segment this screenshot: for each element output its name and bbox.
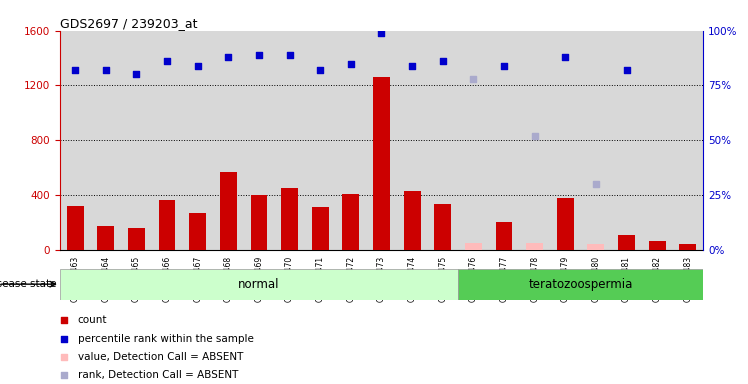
Point [314, 67, 326, 73]
Bar [618, 235, 635, 250]
Bar [251, 195, 267, 250]
Bar [557, 198, 574, 250]
Point [468, 76, 479, 82]
Bar [587, 244, 604, 250]
Bar [343, 194, 359, 250]
Bar [275, 31, 305, 250]
Bar [458, 31, 488, 250]
Point [590, 181, 602, 187]
Point [191, 63, 203, 69]
Bar [244, 31, 275, 250]
Text: disease state: disease state [0, 279, 56, 289]
Bar [672, 31, 703, 250]
Bar [91, 31, 121, 250]
Bar [121, 31, 152, 250]
Point [283, 52, 295, 58]
Bar [281, 188, 298, 250]
Bar [519, 31, 550, 250]
Bar [336, 31, 367, 250]
Point [222, 54, 234, 60]
Bar [526, 243, 543, 250]
Point [375, 30, 387, 36]
Point [437, 58, 449, 65]
Point [99, 67, 111, 73]
Bar [649, 242, 666, 250]
Point [406, 63, 418, 69]
Point [58, 336, 70, 342]
Bar [220, 172, 236, 250]
Point [529, 133, 541, 139]
Bar [427, 31, 458, 250]
Point [69, 67, 81, 73]
Bar [458, 269, 703, 300]
Bar [465, 243, 482, 250]
Point [621, 67, 633, 73]
Point [58, 317, 70, 323]
Bar [183, 31, 213, 250]
Bar [128, 228, 145, 250]
Point [560, 54, 571, 60]
Text: normal: normal [238, 278, 280, 291]
Bar [435, 204, 451, 250]
Text: percentile rank within the sample: percentile rank within the sample [78, 334, 254, 344]
Bar [213, 31, 244, 250]
Text: teratozoospermia: teratozoospermia [528, 278, 633, 291]
Bar [305, 31, 336, 250]
Point [58, 372, 70, 378]
Bar [312, 207, 328, 250]
Bar [404, 191, 420, 250]
Bar [159, 200, 176, 250]
Bar [60, 31, 91, 250]
Bar [152, 31, 183, 250]
Bar [642, 31, 672, 250]
Bar [550, 31, 580, 250]
Text: rank, Detection Call = ABSENT: rank, Detection Call = ABSENT [78, 370, 238, 380]
Point [161, 58, 173, 65]
Bar [396, 31, 427, 250]
Bar [611, 31, 642, 250]
Bar [189, 213, 206, 250]
Bar [488, 31, 519, 250]
Text: GDS2697 / 239203_at: GDS2697 / 239203_at [60, 17, 197, 30]
Bar [496, 222, 512, 250]
Point [253, 52, 265, 58]
Text: value, Detection Call = ABSENT: value, Detection Call = ABSENT [78, 352, 243, 362]
Point [58, 354, 70, 360]
Bar [67, 206, 84, 250]
Bar [373, 77, 390, 250]
Point [345, 61, 357, 67]
Bar [580, 31, 611, 250]
Point [130, 71, 142, 78]
Bar [60, 269, 458, 300]
Point [498, 63, 510, 69]
Bar [679, 244, 696, 250]
Bar [367, 31, 396, 250]
Text: count: count [78, 315, 107, 325]
Bar [97, 226, 114, 250]
